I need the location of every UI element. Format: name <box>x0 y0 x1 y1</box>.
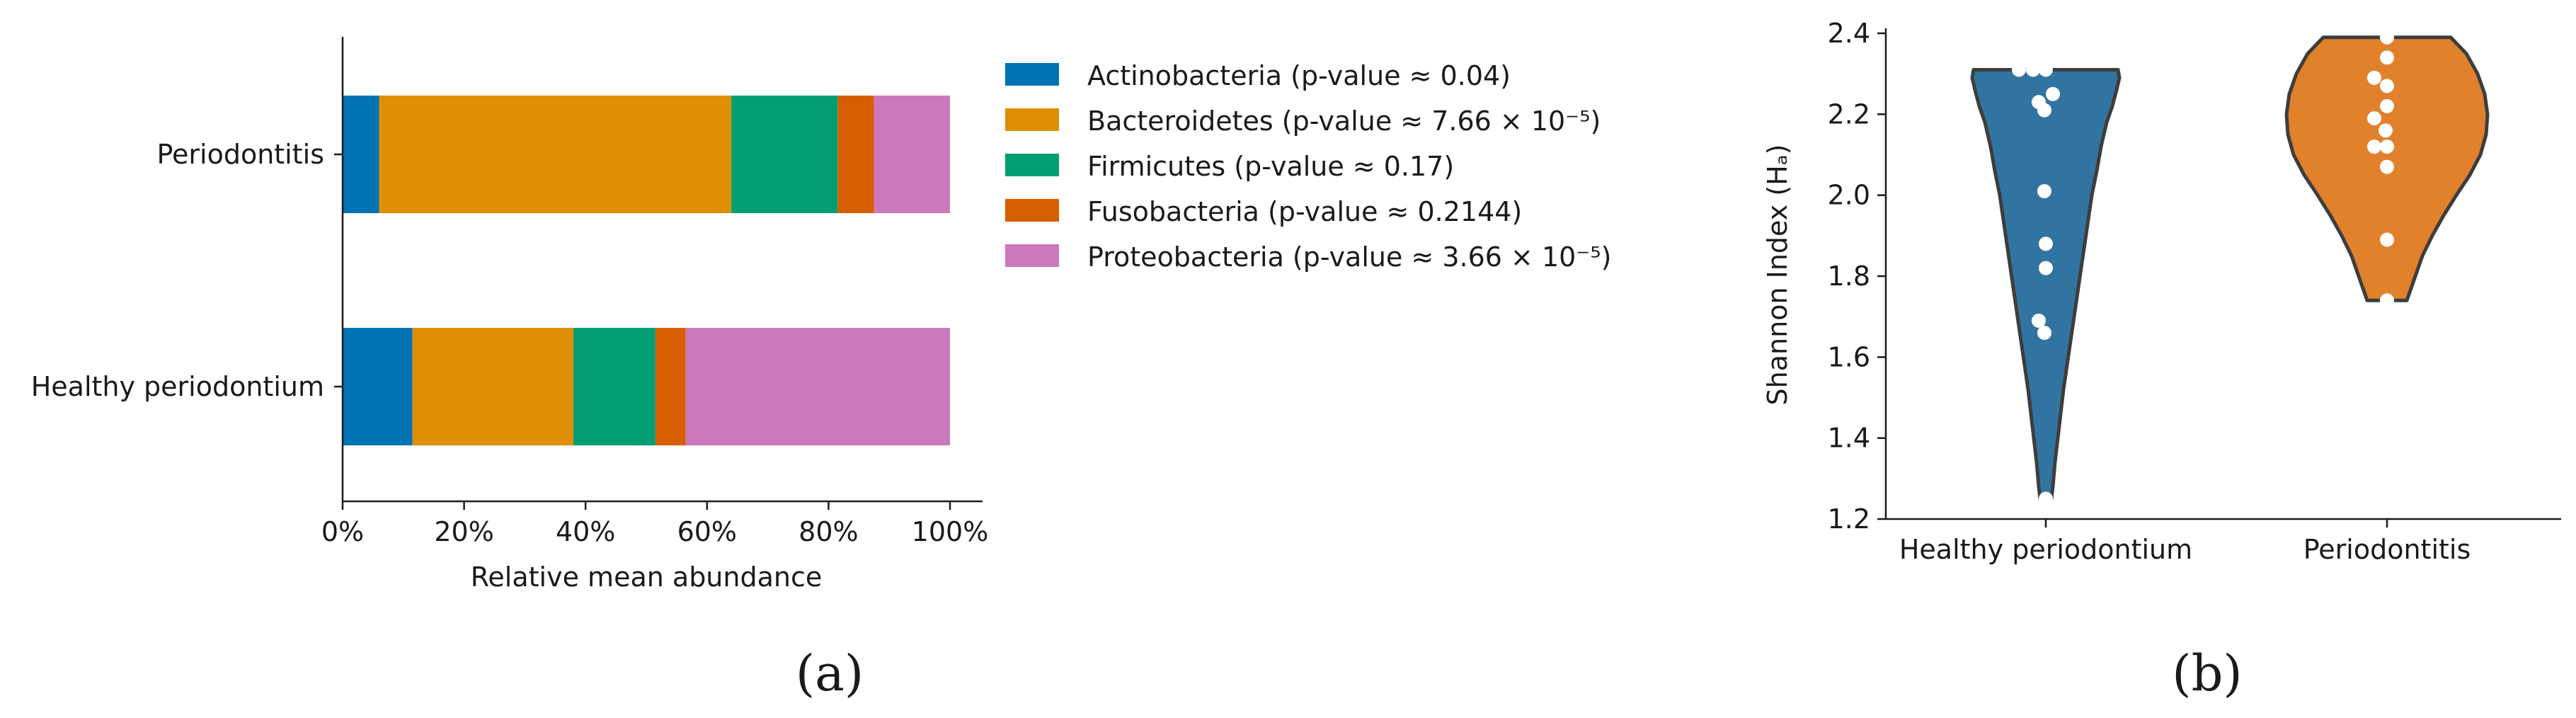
x-tick-label: 20% <box>434 516 493 547</box>
stacked-bar-chart: Periodontitis Healthy periodontium 0% 20% 40… <box>31 37 1611 702</box>
legend-entry: Firmicutes (p-value ≈ 0.17) <box>1087 151 1454 182</box>
legend-swatch <box>1005 154 1059 176</box>
legend-swatch <box>1005 108 1059 131</box>
y-tick-label: 2.2 <box>1828 98 1870 130</box>
data-point <box>2380 139 2394 154</box>
data-point <box>2026 62 2040 77</box>
y-tick-label: Periodontitis <box>156 139 324 170</box>
y-tick-label: 1.4 <box>1828 423 1870 454</box>
x-tick-label: 80% <box>798 516 858 547</box>
violin-body <box>1970 67 2122 501</box>
y-tick-label: 2.4 <box>1828 18 1870 49</box>
x-axis-label: Relative mean abundance <box>471 562 823 593</box>
data-point <box>2039 261 2053 275</box>
bar-segment <box>343 328 413 445</box>
legend-swatch <box>1005 244 1059 267</box>
x-tick-label: Healthy periodontium <box>1899 534 2192 565</box>
x-tick-label: Periodontitis <box>2303 534 2471 565</box>
bar-segment <box>685 328 950 445</box>
data-point <box>2380 159 2394 174</box>
data-point <box>2039 491 2053 506</box>
data-point <box>2380 79 2394 93</box>
data-point <box>2380 30 2394 45</box>
y-tick-label: 2.0 <box>1828 180 1870 211</box>
bar-segment <box>655 328 686 445</box>
y-tick-label: Healthy periodontium <box>31 371 324 402</box>
bar-segment <box>379 96 732 213</box>
data-point <box>2039 237 2053 251</box>
data-point <box>2032 313 2046 328</box>
legend-entry: Proteobacteria (p-value ≈ 3.66 × 10⁻⁵) <box>1087 241 1611 273</box>
legend-entry: Actinobacteria (p-value ≈ 0.04) <box>1087 60 1511 91</box>
y-tick-label: 1.6 <box>1828 341 1870 372</box>
panel-label-a: (a) <box>796 644 864 702</box>
bar-segment <box>874 96 950 213</box>
y-tick-label: 1.2 <box>1828 503 1870 535</box>
data-point <box>2367 139 2381 154</box>
data-point <box>2367 70 2381 85</box>
data-point <box>2046 86 2060 101</box>
data-point <box>2380 293 2394 308</box>
panel-label-b: (b) <box>2172 644 2242 702</box>
bar-segment <box>573 328 656 445</box>
legend-entry: Fusobacteria (p-value ≈ 0.2144) <box>1087 196 1522 227</box>
x-tick-label: 60% <box>677 516 737 547</box>
data-point <box>2039 62 2053 77</box>
bar-segment <box>343 96 379 213</box>
data-point <box>2037 103 2051 118</box>
bar-segment <box>837 96 874 213</box>
y-tick-label: 1.8 <box>1828 261 1870 292</box>
x-tick-label: 0% <box>321 516 364 547</box>
legend-swatch <box>1005 199 1059 222</box>
x-tick-label: 40% <box>556 516 615 547</box>
data-point <box>2380 98 2394 113</box>
legend-entry: Bacteroidetes (p-value ≈ 7.66 × 10⁻⁵) <box>1087 106 1601 137</box>
data-point <box>2012 62 2026 77</box>
data-point <box>2037 326 2051 341</box>
data-point <box>2380 50 2394 65</box>
violin-chart: 1.2 1.4 1.6 1.8 2.0 2.2 2.4 Healthy periodontiu… <box>1762 18 2561 702</box>
data-point <box>2037 183 2051 198</box>
bar-segment <box>731 96 838 213</box>
data-point <box>2380 232 2394 247</box>
x-tick-label: 100% <box>912 516 989 547</box>
data-point <box>2367 111 2381 126</box>
bar-segment <box>412 328 574 445</box>
legend-swatch <box>1005 63 1059 86</box>
y-axis-label: Shannon Index (Hₐ) <box>1762 144 1793 406</box>
data-point <box>2378 123 2393 138</box>
